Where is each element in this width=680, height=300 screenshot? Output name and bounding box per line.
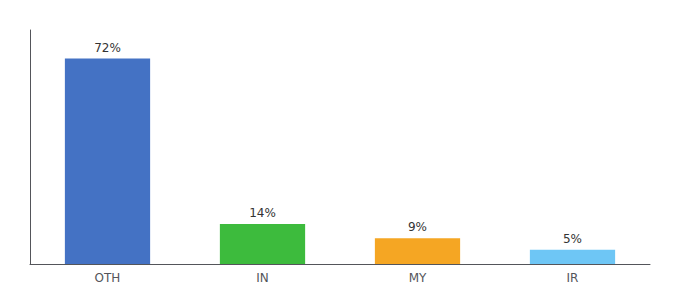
svg-text:IR: IR <box>567 271 579 285</box>
svg-text:5%: 5% <box>563 232 582 246</box>
svg-text:72%: 72% <box>94 41 121 55</box>
svg-text:14%: 14% <box>249 206 276 220</box>
svg-text:MY: MY <box>409 271 427 285</box>
svg-text:OTH: OTH <box>95 271 121 285</box>
svg-text:9%: 9% <box>408 220 427 234</box>
svg-text:IN: IN <box>256 271 269 285</box>
